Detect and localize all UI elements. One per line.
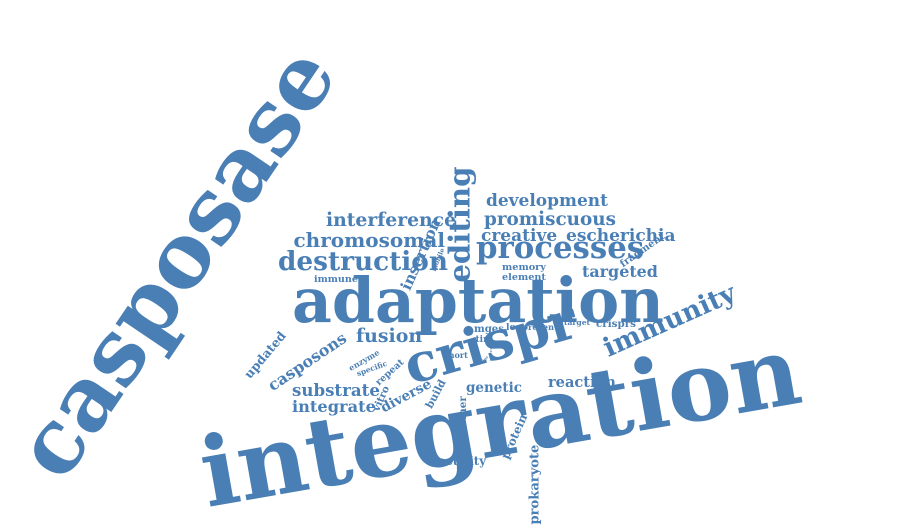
word-reaction: reaction (548, 373, 616, 391)
word-fusion: fusion (356, 324, 423, 347)
word-coli: coli (488, 343, 494, 352)
word-target: target (564, 318, 591, 327)
word-activity: activity (438, 454, 487, 468)
word-prokaryote: prokaryote (527, 444, 543, 524)
word-element: element (502, 271, 546, 283)
word-creative: creative (481, 226, 558, 246)
word-promiscuous: promiscuous (484, 209, 616, 230)
word-short: short (444, 350, 468, 360)
word-adaptation: adaptation (292, 264, 664, 337)
word-substrate: substrate (292, 379, 380, 400)
word-memory: memory (502, 262, 546, 273)
word-development: development (486, 190, 608, 211)
word-recent: recent (528, 322, 558, 332)
word-destruction: destruction (278, 246, 448, 277)
word-genetic: genetic (466, 379, 522, 396)
word-boomer: boomer (456, 396, 469, 441)
word-chromosomal: chromosomal (293, 228, 445, 252)
word-processes: processes (476, 229, 645, 266)
word-integrate: integrate (292, 397, 376, 416)
word-targeted: targeted (582, 262, 658, 281)
word-escherichia: escherichia (566, 226, 676, 246)
word-immune: immune (314, 273, 358, 285)
word-interference: interference (326, 208, 457, 231)
word-mges: mges (474, 322, 504, 335)
word-tirs: tirs (475, 335, 493, 345)
word-crisprs: crisprs (596, 318, 636, 330)
word-loop: loop (506, 322, 529, 333)
